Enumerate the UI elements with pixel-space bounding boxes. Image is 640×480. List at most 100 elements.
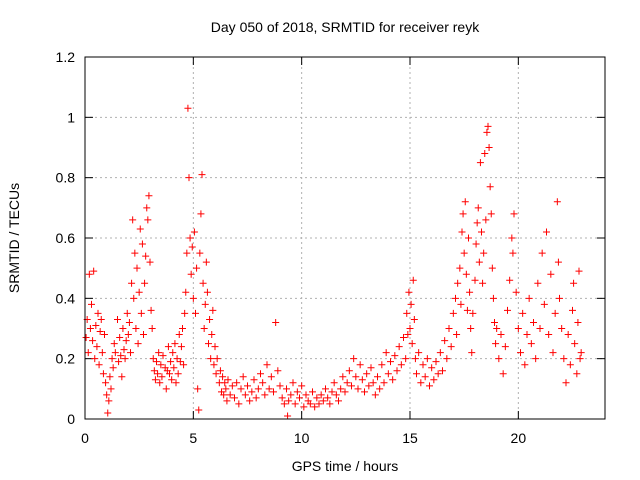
data-point <box>158 373 166 381</box>
data-point <box>181 309 189 317</box>
data-point <box>140 331 147 339</box>
data-point <box>162 385 170 393</box>
data-point <box>447 343 455 351</box>
data-point <box>317 391 325 399</box>
data-point <box>199 279 207 287</box>
data-point <box>116 334 124 342</box>
data-point <box>497 331 505 339</box>
data-point <box>231 394 238 402</box>
data-point <box>213 355 221 363</box>
data-point <box>109 364 117 372</box>
data-point <box>193 264 201 272</box>
data-point <box>270 388 277 396</box>
data-point <box>573 370 581 378</box>
data-point <box>194 385 202 393</box>
data-point <box>118 373 126 381</box>
data-point <box>200 325 208 332</box>
data-point <box>226 391 234 399</box>
data-point <box>569 306 576 314</box>
data-point <box>156 379 164 387</box>
data-point <box>408 340 416 348</box>
axis-ticks: 0 0.2 0.4 0.6 0.8 1 1.2 0 5 10 15 20 <box>56 49 605 446</box>
data-point <box>576 355 584 363</box>
chart-title: Day 050 of 2018, SRMTID for receiver rey… <box>211 19 480 35</box>
data-point <box>453 331 461 339</box>
data-point <box>530 318 537 326</box>
data-point <box>481 150 489 158</box>
data-point <box>134 340 142 348</box>
data-point <box>486 183 494 191</box>
data-point <box>468 349 476 357</box>
data-point <box>132 325 140 332</box>
data-point <box>538 249 546 257</box>
x-axis-label: GPS time / hours <box>292 458 399 474</box>
data-point <box>452 294 459 302</box>
data-point <box>343 379 351 387</box>
data-point <box>397 361 405 369</box>
data-point <box>298 382 306 390</box>
data-point <box>345 367 353 375</box>
data-point <box>133 264 141 272</box>
data-point <box>188 243 196 251</box>
data-point <box>119 325 127 332</box>
data-point <box>469 309 477 317</box>
data-point <box>551 309 559 317</box>
data-point <box>173 355 181 363</box>
data-point <box>239 373 247 381</box>
data-point <box>252 394 260 402</box>
data-point <box>491 318 498 326</box>
data-point <box>382 349 390 357</box>
data-point <box>276 382 284 390</box>
data-point <box>492 340 500 348</box>
data-point <box>545 331 553 339</box>
data-point <box>259 379 267 387</box>
data-point <box>228 382 236 390</box>
data-point <box>466 288 474 296</box>
data-point <box>558 325 566 332</box>
data-point <box>443 355 451 363</box>
data-point <box>461 198 469 206</box>
data-point <box>509 249 517 257</box>
data-point <box>180 361 188 369</box>
data-point <box>459 210 467 218</box>
data-point <box>457 300 465 308</box>
data-point <box>472 240 480 248</box>
data-point <box>326 400 334 408</box>
data-point <box>220 391 228 399</box>
data-point <box>525 294 533 302</box>
data-point <box>384 370 392 378</box>
data-point <box>202 258 210 266</box>
data-point <box>474 204 482 212</box>
data-point <box>197 210 205 218</box>
data-point <box>164 343 172 351</box>
data-point <box>110 340 118 348</box>
data-point <box>287 391 295 399</box>
data-point <box>98 349 106 357</box>
data-point <box>519 309 527 317</box>
data-point <box>187 270 195 278</box>
data-point <box>460 249 468 257</box>
data-point <box>102 379 110 387</box>
data-point <box>476 159 484 167</box>
data-point <box>554 258 562 266</box>
data-point <box>493 325 501 332</box>
data-point <box>577 349 585 357</box>
data-point <box>413 370 420 378</box>
y-axis-label: SRMTID / TECUs <box>6 183 22 293</box>
x-tick-label: 0 <box>81 430 89 446</box>
data-point <box>179 325 186 332</box>
data-point <box>311 403 319 411</box>
data-point <box>556 294 563 302</box>
data-point <box>566 361 574 369</box>
data-point <box>436 349 444 357</box>
data-point <box>182 288 190 296</box>
data-point <box>309 388 316 396</box>
x-tick-label: 5 <box>189 430 197 446</box>
data-point <box>280 400 288 408</box>
data-point <box>267 373 275 381</box>
data-point <box>462 270 470 278</box>
data-point <box>358 376 366 384</box>
data-point <box>274 367 282 375</box>
data-point <box>207 355 215 363</box>
data-point <box>177 343 185 351</box>
